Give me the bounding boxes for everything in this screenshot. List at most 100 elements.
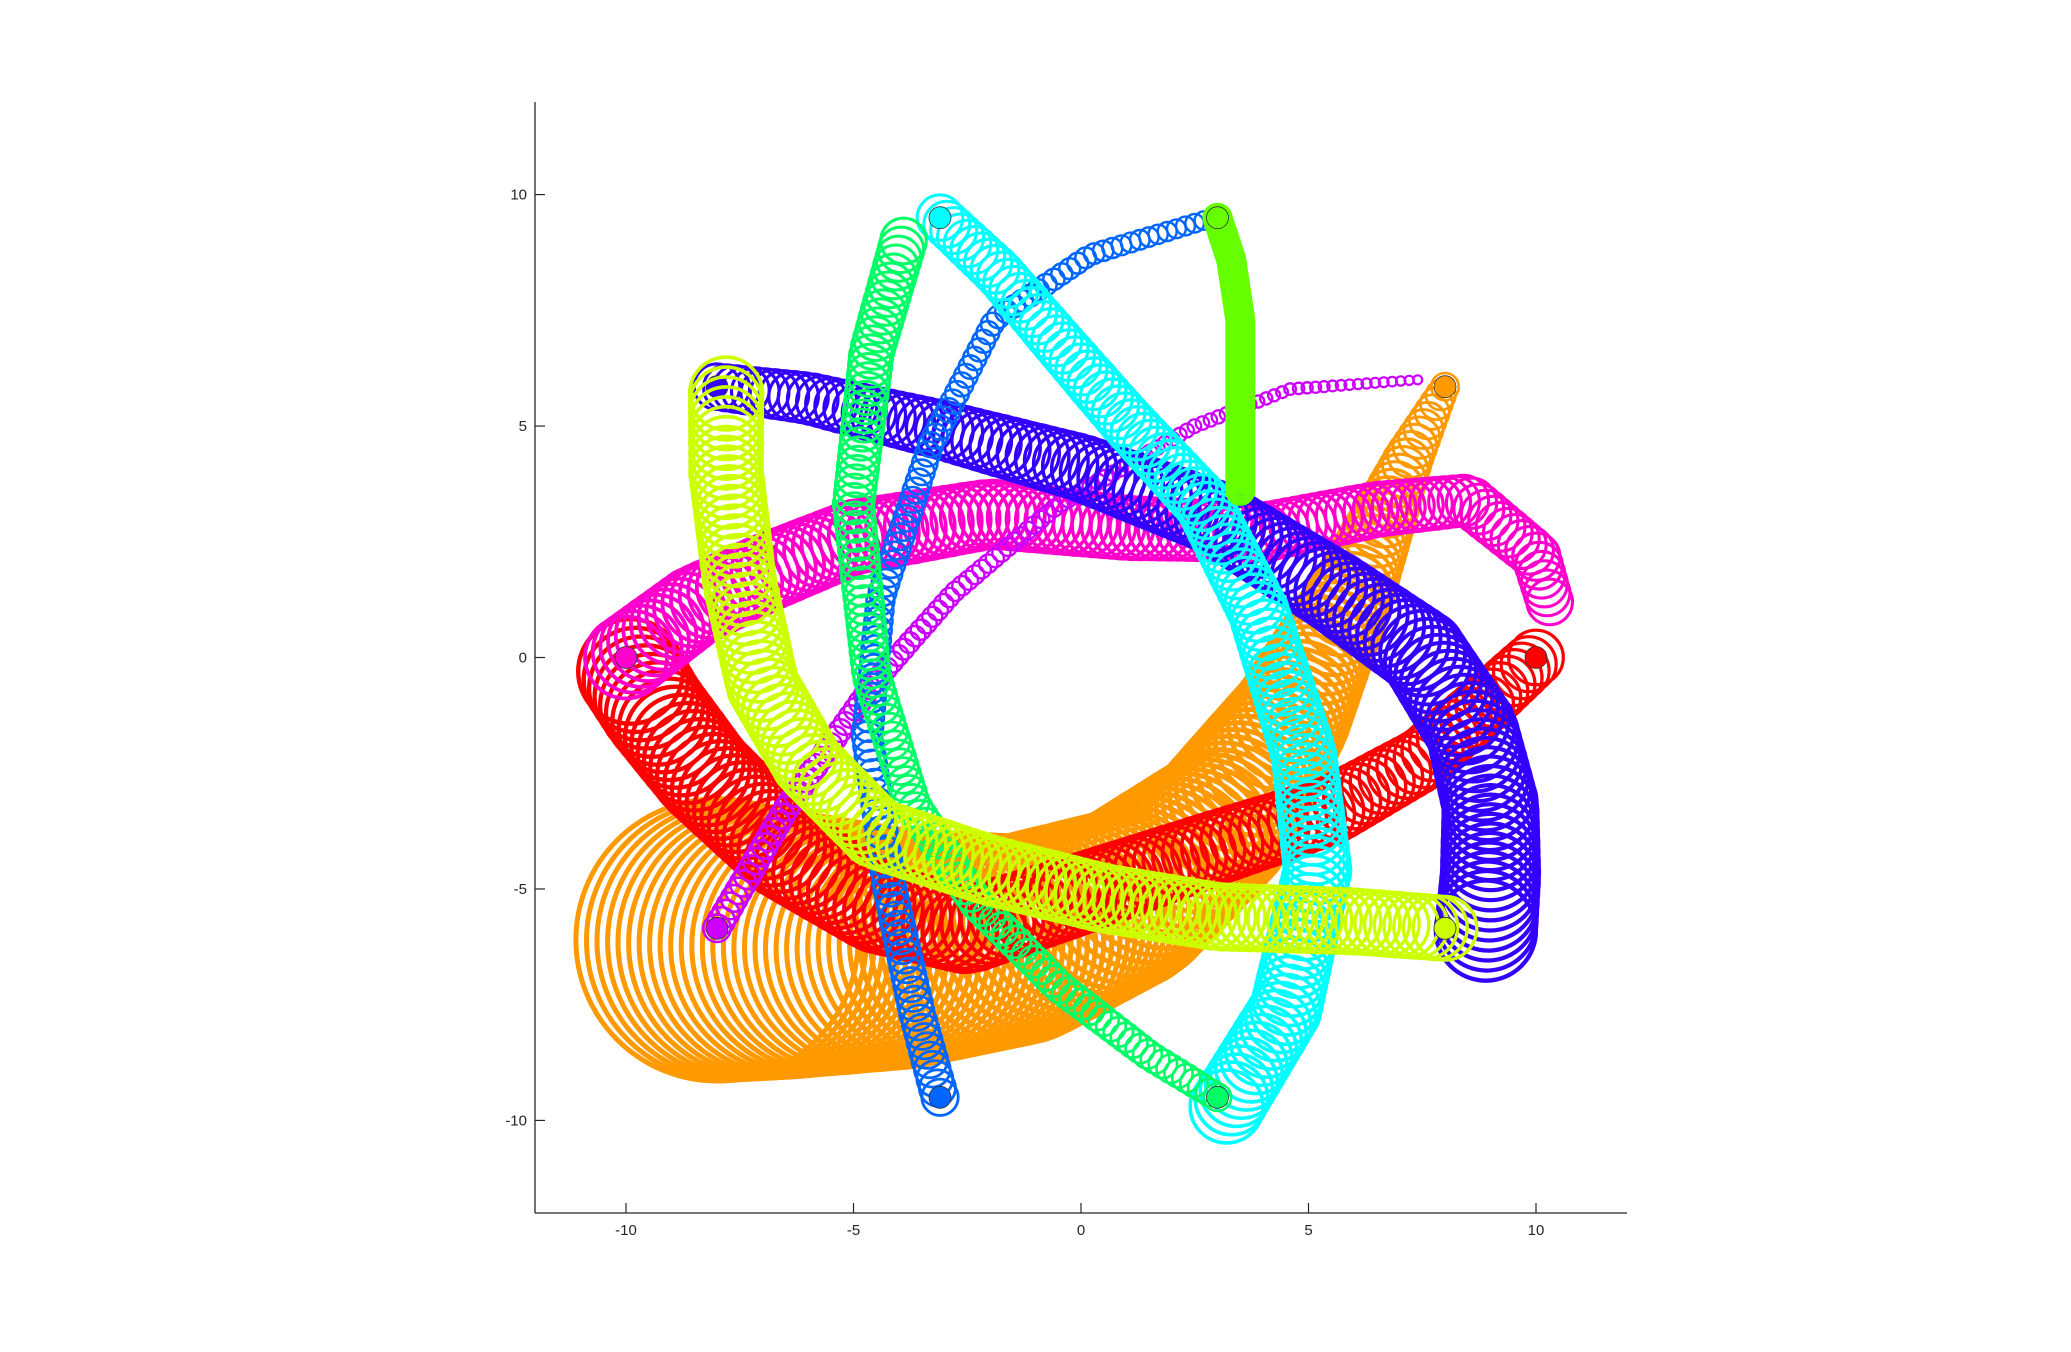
series-6-point bbox=[962, 237, 1014, 289]
y-tick-label: 0 bbox=[519, 650, 527, 667]
series-3-point bbox=[732, 861, 762, 891]
series-9 bbox=[687, 355, 1479, 962]
series-3-point bbox=[719, 883, 749, 914]
series-6-point bbox=[922, 199, 972, 249]
series-3-point bbox=[1351, 377, 1365, 391]
series-9-point bbox=[1411, 894, 1479, 962]
series-3-point bbox=[1031, 509, 1051, 530]
series-6-point bbox=[949, 225, 1000, 275]
series-7-point bbox=[1131, 1038, 1164, 1070]
series-3-point bbox=[897, 631, 921, 655]
series-layer bbox=[573, 193, 1574, 1145]
series-3-point bbox=[1326, 379, 1340, 393]
series-4-point bbox=[1383, 616, 1473, 707]
series-3-point bbox=[782, 781, 810, 808]
series-6-start-marker bbox=[928, 206, 952, 230]
series-9-point bbox=[832, 789, 905, 862]
series-6-point bbox=[982, 257, 1034, 309]
series-3-point bbox=[746, 839, 775, 868]
series-3-point bbox=[1343, 378, 1356, 391]
series-3-point bbox=[1044, 498, 1064, 518]
axes-layer: -10 -5 0 5 10 -10 -5 0 5 10 bbox=[505, 102, 1627, 1239]
series-2-point bbox=[613, 592, 699, 678]
series-3-point bbox=[938, 586, 961, 609]
series-4-point bbox=[1413, 664, 1506, 758]
series-3-point bbox=[1194, 415, 1211, 431]
x-tick-label: -10 bbox=[615, 1222, 637, 1239]
series-3-point bbox=[991, 542, 1012, 563]
series-6-point bbox=[915, 193, 965, 242]
series-7-point bbox=[1139, 1043, 1171, 1075]
series-6-point bbox=[956, 231, 1007, 282]
series-3-point bbox=[1004, 531, 1025, 552]
series-3-point bbox=[1334, 378, 1348, 392]
series-3-point bbox=[701, 913, 732, 944]
series-3-point bbox=[1360, 377, 1373, 390]
series-9-start-marker bbox=[1433, 916, 1457, 940]
series-3-point bbox=[997, 536, 1019, 558]
series-3-point bbox=[915, 611, 938, 635]
series-3-point bbox=[903, 624, 927, 648]
series-0-point bbox=[1430, 371, 1461, 402]
x-tick-label: 5 bbox=[1304, 1222, 1312, 1239]
y-tick-label: 10 bbox=[510, 187, 527, 204]
series-2-point bbox=[606, 598, 691, 683]
series-3-point bbox=[1266, 388, 1282, 403]
series-3-point bbox=[971, 558, 993, 580]
series-3-point bbox=[977, 553, 999, 574]
series-7-point bbox=[1155, 1053, 1187, 1085]
series-7-point bbox=[997, 924, 1033, 960]
series-7-point bbox=[1003, 931, 1039, 966]
series-9-point bbox=[811, 767, 884, 841]
series-7 bbox=[831, 216, 1233, 1113]
series-3-point bbox=[772, 795, 800, 823]
series-5-point bbox=[920, 1077, 960, 1117]
series-7-point bbox=[1017, 944, 1052, 979]
series-3-point bbox=[1377, 376, 1390, 389]
series-7-point bbox=[1171, 1062, 1202, 1094]
x-tick-label: -5 bbox=[847, 1222, 860, 1239]
series-7-point bbox=[1010, 937, 1045, 973]
series-3-point bbox=[957, 569, 980, 591]
series-6-point bbox=[988, 264, 1040, 317]
series-6-point bbox=[936, 212, 986, 262]
series-3-point bbox=[728, 869, 758, 898]
series-4-point bbox=[1316, 566, 1402, 652]
series-3-point bbox=[1291, 381, 1306, 396]
series-3-point bbox=[724, 876, 754, 906]
series-3-point bbox=[1202, 412, 1219, 428]
series-9-point bbox=[765, 717, 839, 791]
series-3-start-marker bbox=[705, 916, 729, 940]
series-3-point bbox=[755, 824, 783, 853]
series-6-point bbox=[976, 250, 1027, 302]
series-3-point bbox=[797, 760, 825, 787]
series-2-start-marker bbox=[614, 646, 638, 669]
series-3-point bbox=[1308, 380, 1323, 394]
y-tick-label: 5 bbox=[519, 418, 527, 435]
series-3-point bbox=[984, 547, 1006, 569]
series-2-point bbox=[598, 603, 684, 689]
series-1-point bbox=[1507, 628, 1565, 687]
series-7-point bbox=[984, 911, 1020, 947]
series-3-point bbox=[1275, 385, 1290, 400]
series-3-point bbox=[715, 891, 745, 921]
series-1-point bbox=[714, 781, 814, 881]
series-3-point bbox=[951, 574, 973, 597]
series-7-point bbox=[1023, 951, 1058, 986]
series-3-point bbox=[1300, 381, 1314, 395]
series-3-point bbox=[1024, 515, 1044, 535]
series-3-point bbox=[926, 599, 950, 622]
series-0-start-marker bbox=[1433, 375, 1457, 399]
x-tick-label: 0 bbox=[1077, 1222, 1085, 1239]
series-3-point bbox=[1011, 526, 1032, 547]
y-tick-label: -5 bbox=[514, 881, 527, 898]
series-3-point bbox=[964, 564, 986, 586]
series-3-point bbox=[1369, 376, 1382, 389]
series-3-point bbox=[763, 809, 792, 838]
series-3-point bbox=[737, 854, 766, 883]
series-1-point bbox=[1499, 635, 1558, 694]
series-2-point bbox=[590, 609, 677, 695]
x-tick-label: 10 bbox=[1528, 1222, 1545, 1239]
series-7-point bbox=[1163, 1058, 1194, 1089]
